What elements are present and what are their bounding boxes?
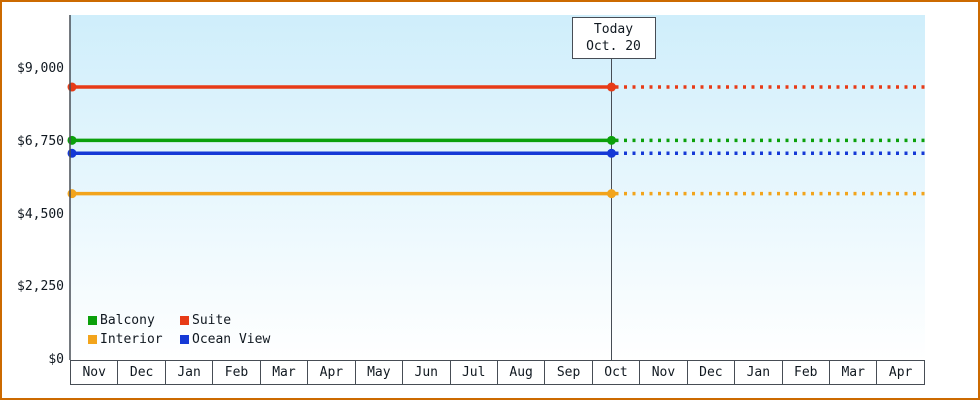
series-today-dot-suite: [607, 82, 616, 92]
y-axis-label: $9,000: [17, 61, 64, 77]
series-start-dot-ocean-view: [67, 148, 77, 158]
legend-item-balcony: Balcony: [88, 313, 180, 328]
series-today-dot-balcony: [607, 135, 616, 145]
month-cell: Feb: [781, 360, 830, 385]
today-marker-box: Today Oct. 20: [571, 17, 656, 59]
month-cell: Sep: [544, 360, 593, 385]
legend: Balcony Suite Interior Ocean View: [88, 313, 270, 347]
legend-swatch: [88, 335, 97, 344]
month-cell: Jan: [734, 360, 783, 385]
month-cell: Jan: [164, 360, 214, 385]
today-date: Oct. 20: [586, 39, 641, 54]
legend-item-suite: Suite: [180, 313, 270, 328]
today-label: Today: [593, 22, 634, 37]
legend-swatch: [88, 316, 97, 325]
month-cell: Apr: [876, 360, 925, 385]
month-cell: Apr: [307, 360, 356, 385]
month-cell: Mar: [829, 360, 878, 385]
legend-item-interior: Interior: [88, 332, 180, 347]
y-axis-label: $2,250: [17, 279, 64, 295]
series-start-dot-balcony: [67, 135, 77, 145]
legend-item-ocean-view: Ocean View: [180, 332, 270, 347]
y-axis-label: $4,500: [17, 206, 64, 222]
plot-area: [70, 15, 925, 360]
y-axis-label: $0: [48, 352, 64, 367]
legend-label: Ocean View: [192, 332, 271, 347]
month-cell: Jul: [449, 360, 498, 385]
x-axis-months: Nov Dec Jan Feb Mar Apr May Jun Jul Aug Sep Oct Nov D…: [70, 360, 925, 385]
legend-label: Suite: [192, 313, 232, 328]
month-cell: Mar: [259, 360, 309, 385]
series-today-dot-ocean-view: [607, 148, 616, 158]
legend-label: Interior: [100, 332, 163, 347]
month-cell: Dec: [686, 360, 736, 385]
month-cell: Jun: [402, 360, 451, 385]
month-cell: Dec: [117, 360, 166, 385]
y-axis-label: $6,750: [17, 133, 64, 149]
month-cell: Feb: [212, 360, 261, 385]
legend-swatch: [180, 316, 189, 325]
month-cell: Nov: [639, 360, 688, 385]
series-start-dot-interior: [67, 189, 77, 199]
month-cell: May: [354, 360, 404, 385]
legend-label: Balcony: [100, 313, 155, 328]
month-cell: Oct: [591, 360, 641, 385]
y-axis: $0 $2,250 $4,500 $6,750 $9,000: [2, 2, 64, 398]
series-start-dot-suite: [67, 82, 77, 92]
legend-swatch: [180, 335, 189, 344]
series-today-dot-interior: [607, 189, 616, 199]
month-cell: Aug: [496, 360, 546, 385]
month-cell: Nov: [70, 360, 119, 385]
